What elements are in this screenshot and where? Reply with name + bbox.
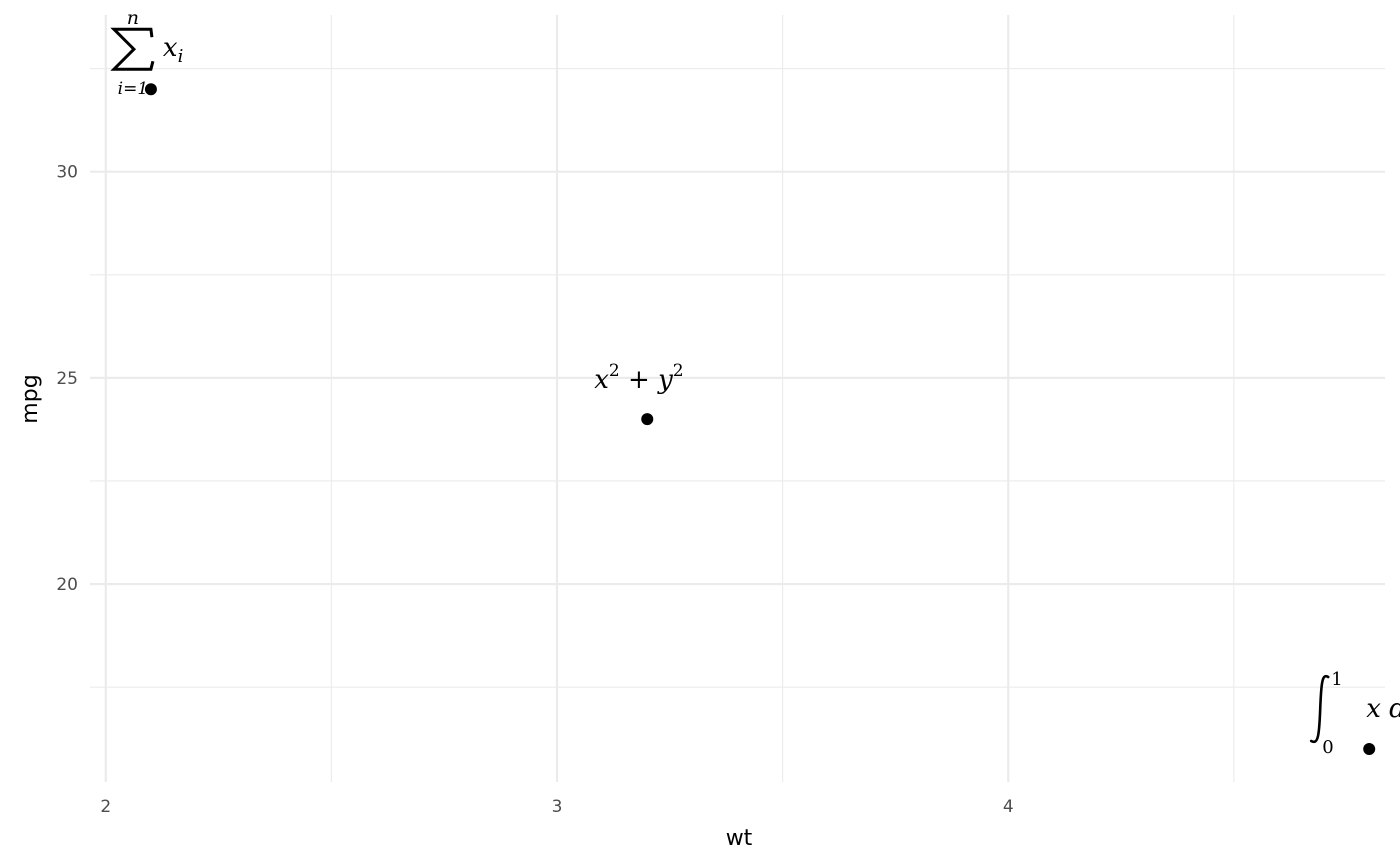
- grid: [90, 15, 1385, 782]
- y-axis-label: mpg: [18, 374, 43, 423]
- points: [144, 83, 1376, 756]
- y-tick-label: 25: [56, 369, 78, 389]
- summation-sign: [110, 27, 155, 71]
- math-text: n: [127, 7, 139, 29]
- math-text: 1: [1331, 669, 1342, 690]
- point-label: x2 + y2: [594, 361, 683, 395]
- math-text: x2 + y2: [594, 361, 683, 395]
- y-tick-label: 20: [56, 575, 78, 595]
- data-point: [144, 83, 157, 96]
- point-label: n i=1 xi: [110, 7, 183, 99]
- x-tick-label: 3: [552, 797, 563, 817]
- math-text: xi: [163, 33, 183, 67]
- point-label: 1 0 x dx: [1309, 669, 1400, 758]
- x-tick-label: 4: [1003, 797, 1014, 817]
- tick-labels: 2 3 4 20 25 30: [56, 163, 1013, 817]
- integral-sign: [1309, 674, 1330, 744]
- y-tick-label: 30: [56, 163, 78, 183]
- math-text: 0: [1322, 737, 1333, 758]
- math-text: x dx: [1366, 694, 1400, 724]
- x-axis-label: wt: [726, 826, 753, 851]
- math-text: i=1: [118, 79, 149, 99]
- data-point: [641, 413, 654, 426]
- point-labels: n i=1 xi x2 + y2 1 0 x dx: [110, 7, 1400, 758]
- data-point: [1363, 743, 1376, 756]
- x-tick-label: 2: [100, 797, 111, 817]
